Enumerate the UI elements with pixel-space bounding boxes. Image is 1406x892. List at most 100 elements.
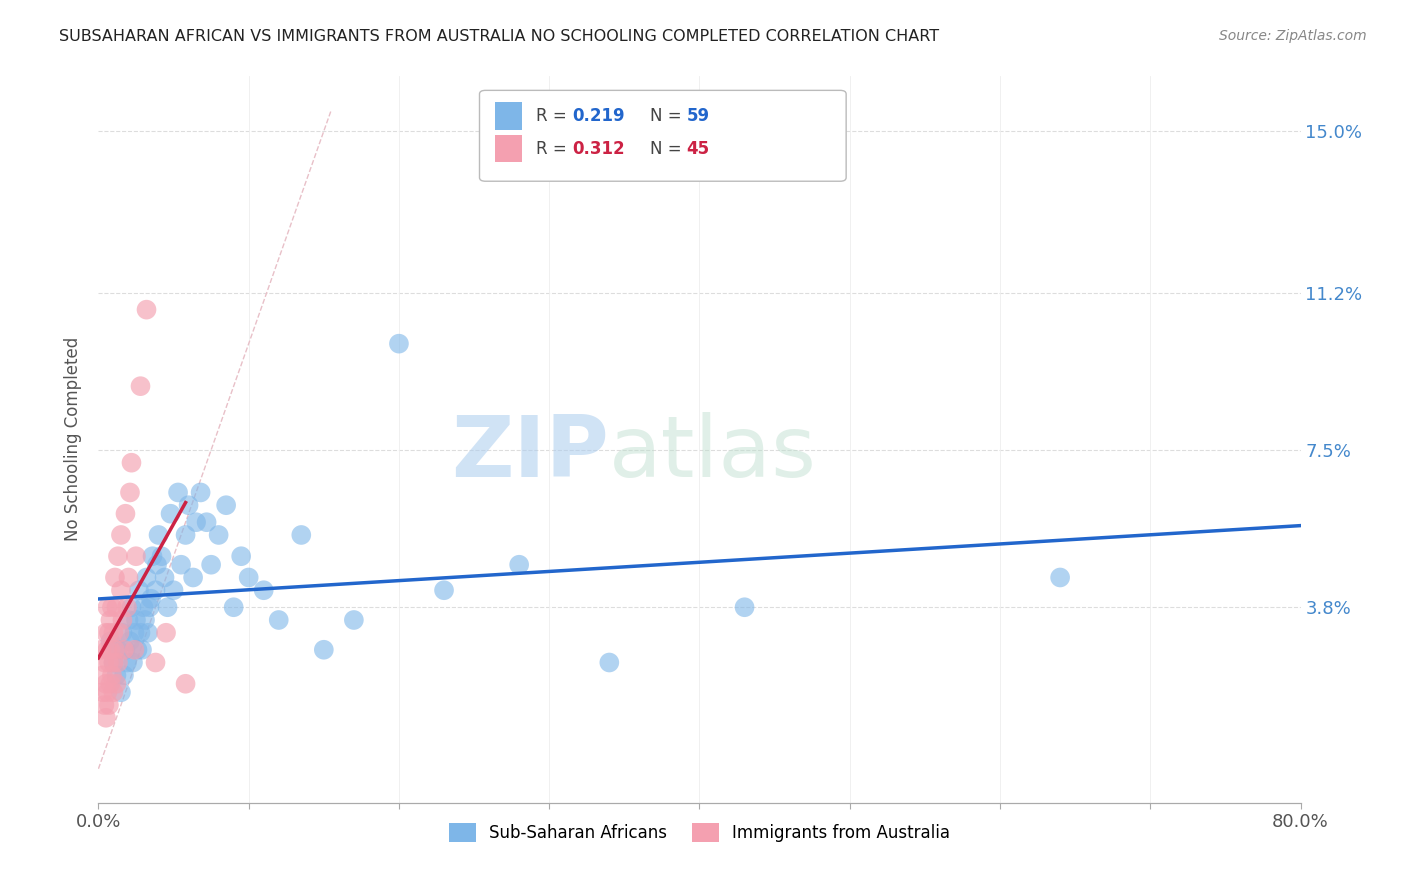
Point bbox=[93, 656, 115, 670]
Point bbox=[253, 583, 276, 598]
Point bbox=[343, 613, 366, 627]
Point bbox=[124, 625, 146, 640]
Y-axis label: No Schooling Completed: No Schooling Completed bbox=[65, 337, 83, 541]
Point bbox=[104, 642, 127, 657]
Point bbox=[112, 642, 135, 657]
Point bbox=[97, 625, 120, 640]
Point bbox=[103, 656, 125, 670]
Point bbox=[136, 625, 159, 640]
Point bbox=[156, 600, 179, 615]
Point bbox=[125, 549, 148, 564]
Text: Source: ZipAtlas.com: Source: ZipAtlas.com bbox=[1219, 29, 1367, 43]
Text: 45: 45 bbox=[686, 139, 710, 158]
Text: R =: R = bbox=[536, 107, 572, 125]
Point bbox=[138, 600, 160, 615]
Text: ZIP: ZIP bbox=[451, 412, 609, 495]
Point bbox=[162, 583, 184, 598]
Point bbox=[129, 625, 152, 640]
Point bbox=[114, 642, 136, 657]
Text: N =: N = bbox=[650, 139, 688, 158]
Point bbox=[150, 549, 173, 564]
Point bbox=[97, 698, 120, 712]
Point bbox=[118, 634, 141, 648]
Point bbox=[177, 498, 200, 512]
Point bbox=[215, 498, 238, 512]
Point bbox=[231, 549, 253, 564]
Point bbox=[105, 677, 128, 691]
Point bbox=[312, 642, 335, 657]
Point bbox=[115, 600, 138, 615]
Text: 59: 59 bbox=[686, 107, 710, 125]
Point bbox=[190, 485, 212, 500]
FancyBboxPatch shape bbox=[479, 90, 846, 181]
Point bbox=[184, 515, 207, 529]
Point bbox=[208, 528, 231, 542]
Point bbox=[114, 507, 136, 521]
Point bbox=[508, 558, 530, 572]
Point bbox=[174, 528, 197, 542]
Point bbox=[94, 711, 117, 725]
Point bbox=[145, 656, 167, 670]
Point bbox=[174, 677, 197, 691]
FancyBboxPatch shape bbox=[495, 135, 522, 162]
Point bbox=[1049, 570, 1071, 584]
Point bbox=[100, 613, 122, 627]
Point bbox=[734, 600, 756, 615]
Point bbox=[100, 677, 122, 691]
Point bbox=[146, 558, 169, 572]
Point bbox=[388, 336, 411, 351]
Point bbox=[129, 379, 152, 393]
Point bbox=[112, 668, 135, 682]
Point bbox=[200, 558, 222, 572]
Point bbox=[267, 613, 290, 627]
Point bbox=[238, 570, 260, 584]
Point bbox=[91, 668, 114, 682]
Point bbox=[148, 528, 170, 542]
Point bbox=[290, 528, 312, 542]
Point bbox=[110, 528, 132, 542]
Point bbox=[104, 570, 127, 584]
Point bbox=[128, 583, 150, 598]
Point bbox=[135, 570, 157, 584]
Point bbox=[121, 456, 143, 470]
Point bbox=[111, 613, 134, 627]
Point bbox=[159, 507, 181, 521]
Point bbox=[103, 685, 125, 699]
Point bbox=[139, 591, 162, 606]
Point bbox=[134, 613, 156, 627]
Point bbox=[96, 685, 118, 699]
Text: SUBSAHARAN AFRICAN VS IMMIGRANTS FROM AUSTRALIA NO SCHOOLING COMPLETED CORRELATI: SUBSAHARAN AFRICAN VS IMMIGRANTS FROM AU… bbox=[59, 29, 939, 44]
Point bbox=[97, 656, 120, 670]
Point bbox=[107, 656, 129, 670]
Legend: Sub-Saharan Africans, Immigrants from Australia: Sub-Saharan Africans, Immigrants from Au… bbox=[443, 816, 956, 849]
Point bbox=[91, 685, 114, 699]
Point bbox=[90, 642, 112, 657]
Point bbox=[433, 583, 456, 598]
Point bbox=[125, 613, 148, 627]
Point bbox=[96, 642, 118, 657]
Point bbox=[117, 570, 139, 584]
Point bbox=[94, 625, 117, 640]
Point bbox=[135, 302, 157, 317]
Text: N =: N = bbox=[650, 107, 688, 125]
Point bbox=[124, 642, 146, 657]
Point bbox=[131, 642, 153, 657]
Point bbox=[108, 625, 131, 640]
Point bbox=[93, 698, 115, 712]
Point bbox=[100, 642, 122, 657]
Text: R =: R = bbox=[536, 139, 572, 158]
Text: 0.219: 0.219 bbox=[572, 107, 624, 125]
Point bbox=[132, 600, 155, 615]
Point bbox=[170, 558, 193, 572]
Point bbox=[117, 613, 139, 627]
Point bbox=[110, 583, 132, 598]
Point bbox=[103, 656, 125, 670]
Point bbox=[115, 656, 138, 670]
Point bbox=[103, 625, 125, 640]
Point bbox=[122, 656, 145, 670]
Point bbox=[100, 634, 122, 648]
FancyBboxPatch shape bbox=[495, 102, 522, 129]
Point bbox=[105, 600, 128, 615]
Point bbox=[105, 668, 128, 682]
Text: 0.312: 0.312 bbox=[572, 139, 624, 158]
